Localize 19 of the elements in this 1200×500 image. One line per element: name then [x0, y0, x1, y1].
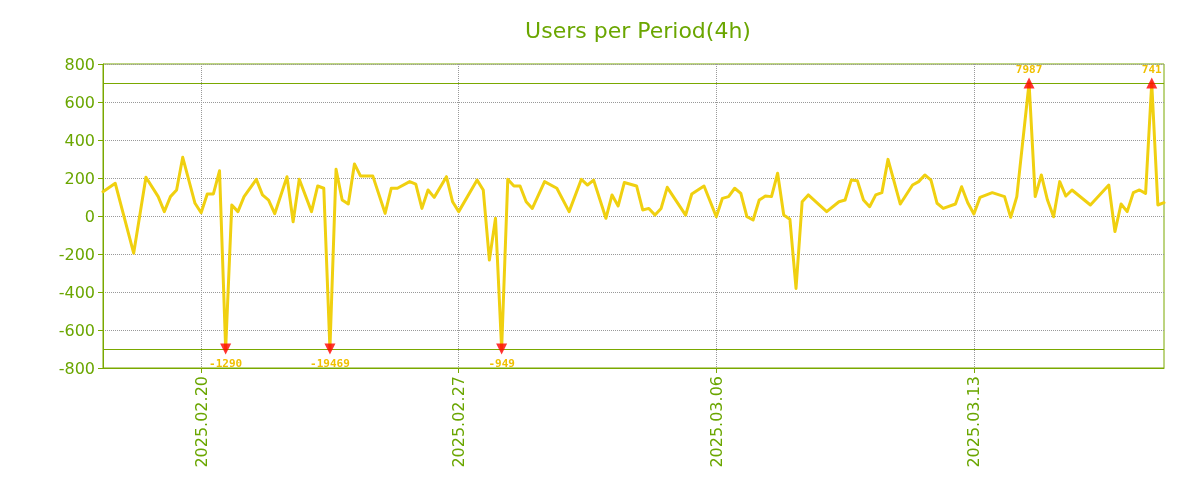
- annotation: -1290: [209, 356, 243, 370]
- annotation: -19469: [310, 356, 350, 370]
- annotation: 7987: [1015, 62, 1043, 76]
- x-tick-label: 2025.02.20: [191, 376, 211, 468]
- y-tick-label: -600: [58, 320, 95, 340]
- y-tick-label: 200: [64, 168, 95, 188]
- annotation: 741: [1141, 62, 1163, 76]
- y-tick-label: 400: [64, 130, 95, 150]
- x-tick-label: 2025.03.13: [964, 376, 984, 468]
- x-tick-label: 2025.03.06: [706, 376, 726, 468]
- y-tick-label: -400: [58, 282, 95, 302]
- annotation: -949: [488, 356, 515, 370]
- y-tick-label: 600: [64, 92, 95, 112]
- y-tick-label: -200: [58, 244, 95, 264]
- chart-title: Users per Period(4h): [525, 17, 751, 43]
- y-tick-label: 0: [84, 206, 95, 226]
- x-tick-label: 2025.02.27: [449, 376, 469, 468]
- y-tick-label: 800: [64, 54, 95, 74]
- y-tick-label: -800: [58, 358, 95, 378]
